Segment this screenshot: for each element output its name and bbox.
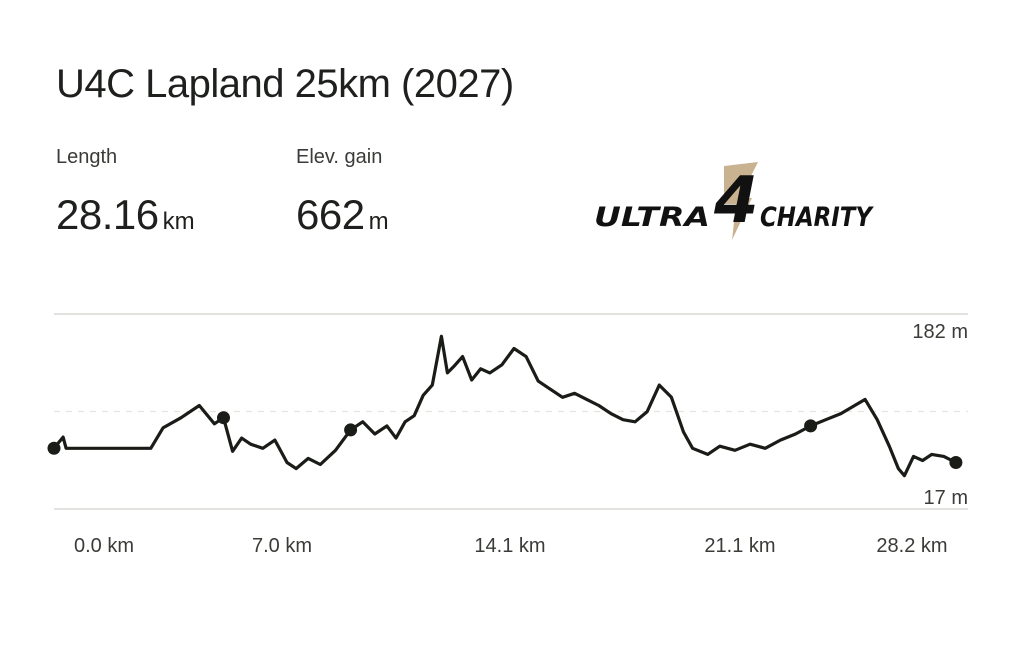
ultra-4-charity-logo: 4 ULTRA CHARITY xyxy=(594,162,874,240)
elevation-gain-unit: m xyxy=(368,208,389,235)
waypoint-marker xyxy=(804,419,818,433)
chart-labels: 0.0 km 7.0 km 14.1 km 21.1 km 28.2 km 182 m 17… xyxy=(74,321,968,557)
elevation-gain-label: Elev. gain xyxy=(296,146,383,168)
x-tick-label: 7.0 km xyxy=(252,535,312,557)
logo-digit: 4 xyxy=(713,164,759,238)
chart-line-layer xyxy=(52,334,958,478)
waypoint-marker xyxy=(47,441,61,455)
chart-waypoints xyxy=(47,411,963,470)
elevation-chart: 0.0 km 7.0 km 14.1 km 21.1 km 28.2 km 182 m 17… xyxy=(47,313,968,557)
length-value-row: 28.16 km xyxy=(56,191,195,239)
y-tick-label: 182 m xyxy=(912,321,968,343)
length-stat: Length 28.16 km xyxy=(56,146,195,239)
waypoint-marker xyxy=(344,423,358,437)
y-tick-label: 17 m xyxy=(924,487,968,509)
logo-text-right: CHARITY xyxy=(760,202,874,233)
chart-gridlines xyxy=(54,313,968,510)
elevation-line xyxy=(52,334,958,478)
logo-text-left: ULTRA xyxy=(594,202,710,233)
x-tick-label: 28.2 km xyxy=(876,535,947,557)
logo-accent-shape xyxy=(724,162,758,240)
waypoint-marker xyxy=(949,456,963,470)
elevation-gain-value: 662 xyxy=(296,191,365,238)
elevation-gain-value-row: 662 m xyxy=(296,191,389,239)
elevation-gain-stat: Elev. gain 662 m xyxy=(296,146,389,239)
length-label: Length xyxy=(56,146,118,168)
length-value: 28.16 xyxy=(56,191,159,238)
length-unit: km xyxy=(162,208,195,235)
x-tick-label: 0.0 km xyxy=(74,535,134,557)
x-tick-label: 14.1 km xyxy=(474,535,545,557)
waypoint-marker xyxy=(216,411,230,425)
x-tick-label: 21.1 km xyxy=(704,535,775,557)
page-title: U4C Lapland 25km (2027) xyxy=(56,62,514,106)
